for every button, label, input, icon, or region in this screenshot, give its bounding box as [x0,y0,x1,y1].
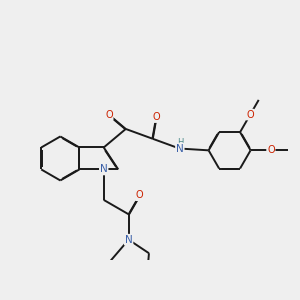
Text: O: O [105,110,113,120]
Text: O: O [246,110,254,120]
Text: H: H [177,138,183,147]
Text: O: O [267,145,275,155]
Text: O: O [136,190,143,200]
Text: N: N [100,164,108,175]
Text: N: N [176,144,184,154]
Text: N: N [125,235,133,245]
Text: O: O [153,112,160,122]
